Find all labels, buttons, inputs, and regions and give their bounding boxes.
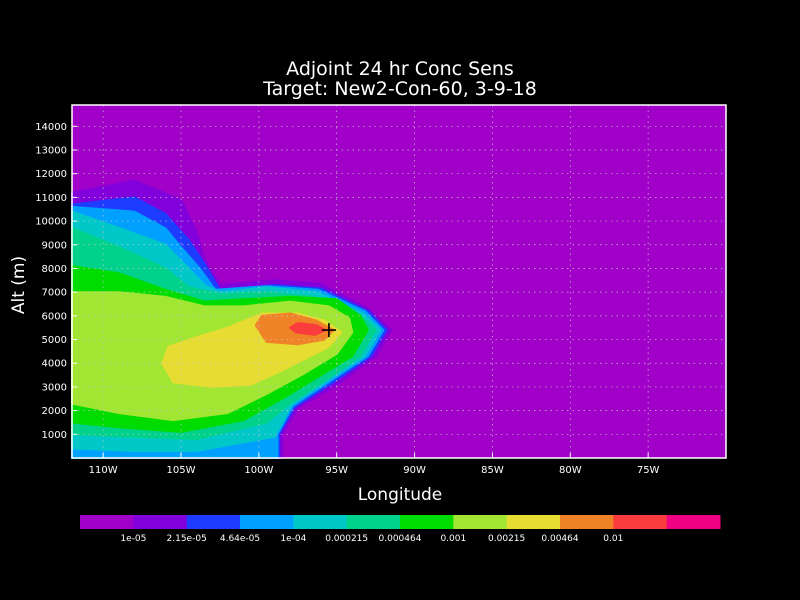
colorbar-label: 4.64e-05	[220, 534, 260, 544]
colorbar-label: 2.15e-05	[167, 534, 207, 544]
chart-title: Adjoint 24 hr Conc Sens	[286, 58, 514, 80]
colorbar-swatch	[293, 515, 348, 529]
colorbar-label: 0.01	[603, 534, 623, 544]
colorbar-swatch	[240, 515, 294, 529]
y-tick-label: 13000	[35, 146, 67, 157]
x-tick-label: 90W	[403, 465, 426, 476]
y-axis-label: Alt (m)	[9, 256, 29, 314]
colorbar-swatch	[613, 515, 668, 529]
plot-frame	[71, 104, 727, 459]
colorbar-swatch	[80, 515, 134, 529]
x-tick-label: 95W	[325, 465, 348, 476]
colorbar-swatch	[186, 515, 241, 529]
y-tick-label: 2000	[42, 406, 67, 417]
x-tick-label: 75W	[637, 465, 660, 476]
y-tick-label: 7000	[42, 288, 67, 299]
colorbar-swatch	[506, 515, 561, 529]
x-axis-ticks: 110W 105W 100W 95W 90W 85W 80W 75W	[89, 453, 660, 476]
colorbar-swatch	[666, 515, 721, 529]
x-tick-label: 110W	[89, 465, 118, 476]
y-tick-label: 1000	[42, 430, 67, 441]
colorbar-swatch	[400, 515, 454, 529]
colorbar-label: 0.000464	[379, 534, 422, 544]
y-tick-label: 14000	[35, 122, 67, 133]
colorbar-label: 1e-05	[120, 534, 146, 544]
x-tick-label: 85W	[481, 465, 504, 476]
colorbar-swatch	[560, 515, 614, 529]
y-tick-label: 4000	[42, 359, 67, 370]
chart-subtitle: Target: New2-Con-60, 3-9-18	[262, 78, 537, 100]
x-tick-label: 100W	[244, 465, 273, 476]
colorbar-label: 0.00215	[488, 534, 525, 544]
y-tick-label: 12000	[35, 169, 67, 180]
grid-lines	[72, 105, 726, 458]
y-tick-label: 10000	[35, 217, 67, 228]
x-tick-label: 105W	[167, 465, 196, 476]
contour-layer	[71, 179, 393, 459]
y-tick-label: 11000	[35, 193, 67, 204]
y-tick-label: 6000	[42, 311, 67, 322]
y-tick-label: 5000	[42, 335, 67, 346]
colorbar-label: 0.000215	[325, 534, 368, 544]
target-marker	[321, 323, 336, 338]
colorbar-label: 0.001	[440, 534, 466, 544]
colorbar-swatch	[453, 515, 508, 529]
colorbar-label: 1e-04	[280, 534, 306, 544]
y-axis-ticks: 1000 2000 3000 4000 5000 6000 7000 8000 9000 1000…	[35, 122, 77, 441]
colorbar-swatch	[133, 515, 188, 529]
x-tick-label: 80W	[559, 465, 582, 476]
colorbar-swatch	[346, 515, 401, 529]
colorbar-label: 0.00464	[541, 534, 578, 544]
colorbar: 1e-05 2.15e-05 4.64e-05 1e-04 0.000215 0.0004…	[80, 515, 721, 544]
y-tick-label: 3000	[42, 382, 67, 393]
y-tick-label: 9000	[42, 240, 67, 251]
y-tick-label: 8000	[42, 264, 67, 275]
x-axis-label: Longitude	[358, 485, 443, 505]
